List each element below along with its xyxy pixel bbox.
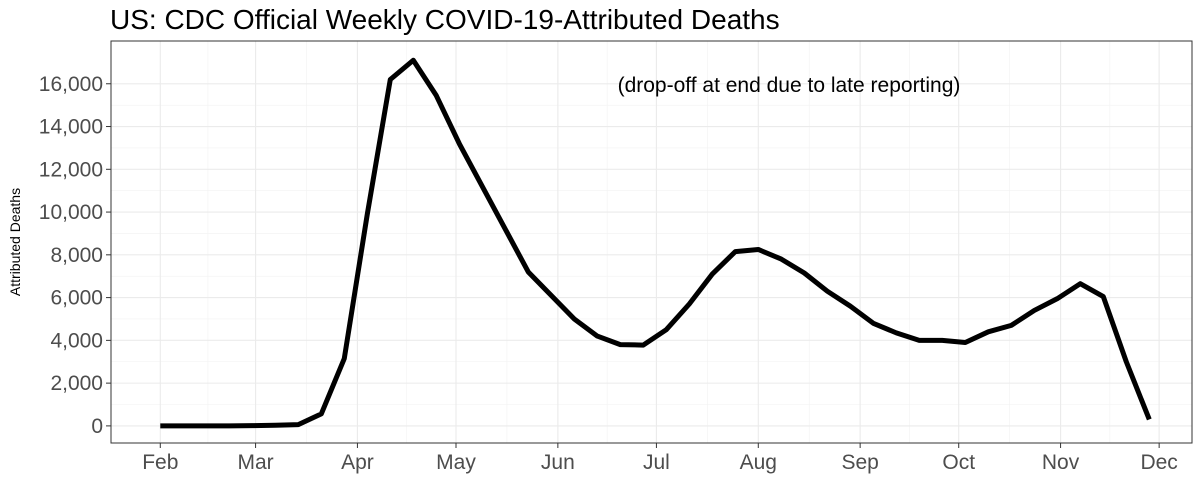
x-tick-label: May: [436, 451, 476, 474]
x-tick-label: Mar: [237, 451, 273, 474]
y-tick-label: 2,000: [50, 372, 103, 395]
x-tick-label: Feb: [142, 451, 178, 474]
grid: [111, 41, 1192, 443]
x-tick-label: Jul: [643, 451, 670, 474]
y-tick-label: 6,000: [50, 287, 103, 310]
y-axis: 0 2,000 4,000 6,000 8,000 10,000 12,000 14,000 1…: [39, 73, 111, 438]
x-tick-label: Apr: [341, 451, 374, 474]
x-tick-label: Sep: [841, 451, 878, 474]
x-tick-label: Oct: [942, 451, 975, 474]
x-tick-label: Jun: [541, 451, 575, 474]
y-tick-label: 10,000: [39, 201, 103, 224]
y-tick-label: 4,000: [50, 329, 103, 352]
y-tick-label: 12,000: [39, 158, 103, 181]
x-tick-label: Dec: [1140, 451, 1177, 474]
y-axis-label: Attributed Deaths: [7, 188, 23, 296]
x-tick-label: Nov: [1042, 451, 1080, 474]
chart-title: US: CDC Official Weekly COVID-19-Attribu…: [110, 4, 780, 35]
y-tick-label: 16,000: [39, 73, 103, 96]
y-tick-label: 0: [91, 415, 103, 438]
x-axis: Feb Mar Apr May Jun Jul Aug Sep Oct Nov Dec: [142, 443, 1178, 474]
series-line: [160, 57, 1152, 429]
y-tick-label: 8,000: [50, 244, 103, 267]
plot-border: [110, 40, 1193, 444]
chart-annotation: (drop-off at end due to late reporting): [618, 74, 961, 97]
x-tick-label: Aug: [740, 451, 777, 474]
y-tick-label: 14,000: [39, 116, 103, 139]
